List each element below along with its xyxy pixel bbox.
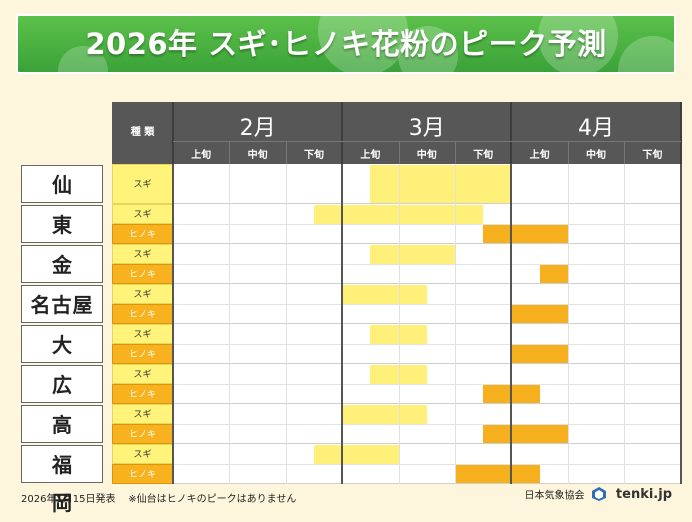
- type-label-hinoki: ヒノキ: [112, 464, 173, 484]
- type-label-sugi: スギ: [112, 164, 173, 204]
- city-name: 名古屋: [21, 285, 103, 323]
- type-label-hinoki: ヒノキ: [112, 424, 173, 444]
- sugi-peak-bar: [370, 325, 427, 344]
- period-grid-line: [398, 164, 400, 484]
- sub-row-divider: [173, 304, 681, 305]
- sub-row-divider: [173, 224, 681, 225]
- sub-row-divider: [173, 464, 681, 465]
- type-header: 種 類: [112, 102, 173, 164]
- period-label: 中旬: [416, 150, 437, 161]
- sugi-peak-bar: [342, 285, 427, 304]
- period-label: 下旬: [303, 150, 324, 161]
- row-divider: [173, 443, 681, 444]
- type-label-hinoki: ヒノキ: [112, 264, 173, 284]
- sugi-peak-bar: [370, 165, 512, 203]
- publish-date: 2026年1月15日発表: [21, 494, 116, 505]
- period-divider: [398, 141, 400, 164]
- type-label-sugi: スギ: [112, 204, 173, 224]
- footer-credit: 日本気象協会 tenki.jp: [525, 486, 672, 502]
- row-divider: [173, 323, 681, 324]
- type-label-hinoki: ヒノキ: [112, 344, 173, 364]
- period-grid-line: [455, 164, 456, 484]
- type-label-sugi: スギ: [112, 244, 173, 264]
- sendai-note: ※仙台はヒノキのピークはありません: [128, 494, 297, 505]
- hinoki-peak-bar: [483, 224, 568, 243]
- type-label-hinoki: ヒノキ: [112, 304, 173, 324]
- month-label: 2月: [239, 116, 276, 141]
- month-divider: [510, 102, 513, 164]
- row-divider: [173, 203, 681, 204]
- hinoki-peak-bar: [483, 424, 568, 443]
- period-label: 下旬: [473, 150, 494, 161]
- tenki-logo-text: tenki.jp: [615, 486, 672, 502]
- month-grid-line: [172, 164, 174, 484]
- sub-row-divider: [173, 424, 681, 425]
- period-grid-line: [229, 164, 231, 484]
- sub-row-divider: [173, 264, 681, 265]
- sugi-peak-bar: [314, 445, 399, 464]
- row-divider: [173, 363, 681, 364]
- period-divider: [567, 141, 569, 164]
- decorative-bubble: [318, 16, 408, 72]
- month-divider: [172, 102, 174, 164]
- city-name: 金沢: [21, 245, 103, 315]
- period-label: 中旬: [585, 150, 606, 161]
- type-label-sugi: スギ: [112, 324, 173, 344]
- header-divider: [173, 141, 681, 142]
- type-label-hinoki: ヒノキ: [112, 384, 173, 404]
- tenki-logo-icon: [591, 487, 606, 501]
- month-label: 3月: [408, 116, 445, 141]
- sugi-peak-bar: [342, 405, 427, 424]
- city-name: 大阪: [21, 325, 103, 395]
- city-name: 広島: [21, 365, 103, 435]
- row-divider: [173, 243, 681, 244]
- decorative-bubble: [538, 16, 618, 72]
- agency-name: 日本気象協会: [524, 490, 585, 502]
- period-grid-line: [567, 164, 569, 484]
- month-header-row: [173, 102, 681, 164]
- month-grid-line: [510, 164, 513, 484]
- sub-row-divider: [173, 344, 681, 345]
- period-label: 上旬: [360, 150, 381, 161]
- period-divider: [229, 141, 231, 164]
- month-divider: [341, 102, 344, 164]
- sugi-peak-bar: [370, 245, 455, 264]
- period-grid-line: [285, 164, 287, 484]
- row-divider: [173, 403, 681, 404]
- footer-note: 2026年1月15日発表 ※仙台はヒノキのピークはありません: [21, 490, 296, 505]
- city-name: 福岡: [21, 445, 103, 515]
- period-divider: [455, 141, 456, 164]
- sugi-peak-bar: [370, 365, 427, 384]
- period-label: 下旬: [642, 150, 663, 161]
- type-label-sugi: スギ: [112, 364, 173, 384]
- sub-row-divider: [173, 384, 681, 385]
- type-label-sugi: スギ: [112, 404, 173, 424]
- type-label-hinoki: ヒノキ: [112, 224, 173, 244]
- row-divider: [173, 283, 681, 284]
- page-title: 2026年 スギ･ヒノキ花粉のピーク予測: [85, 27, 607, 61]
- decorative-bubble: [398, 26, 458, 72]
- month-grid-line: [341, 164, 344, 484]
- period-label: 上旬: [191, 150, 212, 161]
- hinoki-peak-bar: [511, 344, 568, 363]
- month-grid-line: [679, 164, 682, 484]
- type-label-sugi: スギ: [112, 284, 173, 304]
- period-label: 中旬: [247, 150, 268, 161]
- title-banner: 2026年 スギ･ヒノキ花粉のピーク予測: [16, 14, 676, 74]
- period-grid-line: [624, 164, 626, 484]
- city-name: 東京: [21, 205, 103, 275]
- type-label-sugi: スギ: [112, 444, 173, 464]
- city-name: 高松: [21, 405, 103, 475]
- period-divider: [285, 141, 287, 164]
- month-label: 4月: [577, 116, 614, 141]
- hinoki-peak-bar: [455, 464, 540, 483]
- period-label: 上旬: [529, 150, 550, 161]
- hinoki-peak-bar: [539, 264, 568, 283]
- row-divider: [173, 483, 681, 484]
- city-name: 仙台: [21, 165, 103, 235]
- month-divider: [679, 102, 682, 164]
- hinoki-peak-bar: [511, 304, 568, 323]
- period-divider: [624, 141, 626, 164]
